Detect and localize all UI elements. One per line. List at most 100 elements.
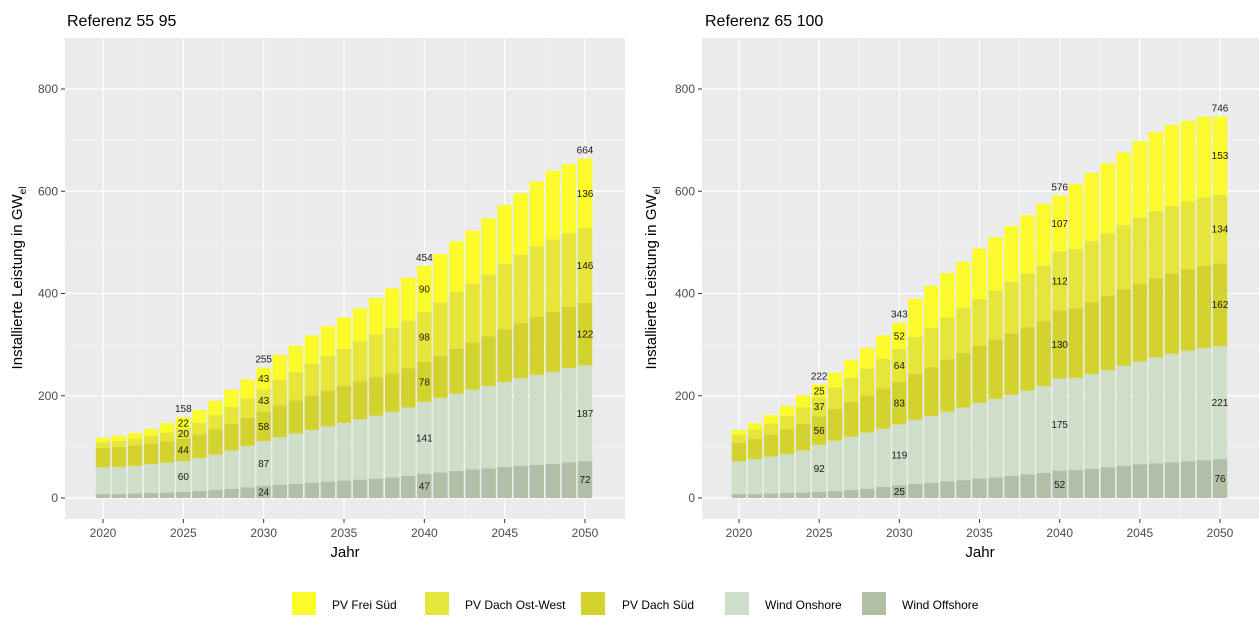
bar-segment — [763, 434, 779, 457]
segment-label: 56 — [814, 426, 826, 437]
segment-label: 92 — [814, 464, 826, 475]
bar-segment — [1084, 240, 1099, 303]
bar-segment — [1084, 302, 1099, 375]
total-label: 222 — [811, 372, 828, 383]
bar-segment — [827, 490, 843, 498]
bar-segment — [779, 454, 795, 493]
bar-segment — [336, 317, 352, 349]
segment-label: 83 — [894, 399, 906, 410]
bar-segment — [561, 306, 577, 369]
bar-segment — [1212, 263, 1228, 347]
bar-segment — [545, 371, 561, 464]
bar-segment — [481, 336, 496, 387]
bar-segment — [160, 422, 175, 433]
bar-segment — [513, 378, 528, 466]
segment-label: 146 — [577, 261, 594, 272]
bar-segment — [844, 401, 859, 437]
bar-segment — [1052, 195, 1067, 252]
bar-segment — [497, 329, 512, 382]
bar-segment — [401, 476, 416, 498]
bar-segment — [143, 443, 159, 465]
bar-segment — [1180, 120, 1196, 202]
segment-label: 162 — [1212, 300, 1229, 311]
bar-segment — [972, 299, 987, 346]
data-labels: 92 56 37 25 222 25 119 83 64 52 343 52 175 130 112 107 5… — [811, 104, 1229, 499]
segment-label: 153 — [1212, 151, 1229, 162]
bar-segment — [1116, 224, 1132, 290]
bar-segment — [1196, 116, 1212, 198]
total-label: 664 — [577, 146, 594, 157]
bar-segment — [956, 261, 971, 309]
bar-segment — [876, 428, 891, 487]
bar-segment — [384, 327, 400, 374]
bar-segment — [545, 239, 561, 312]
bar-segment — [860, 395, 875, 433]
bar-segment — [176, 491, 191, 498]
bar-segment — [1148, 278, 1164, 358]
bar-segment — [1132, 361, 1148, 465]
bar-segment — [368, 334, 384, 378]
bar-segment — [811, 444, 827, 492]
bar-segment — [1180, 269, 1196, 351]
legend-label-wind-onshore: Wind Onshore — [765, 598, 842, 612]
bar-segment — [892, 485, 907, 498]
bar-segment — [1196, 197, 1212, 266]
bar-segment — [513, 323, 528, 379]
bar-segment — [779, 492, 795, 498]
bar-segment — [988, 290, 1003, 340]
bar-segment — [176, 438, 191, 462]
bar-segment — [449, 470, 464, 498]
bar-segment — [779, 429, 795, 455]
bar-segment — [481, 218, 496, 275]
bar-segment — [320, 326, 336, 356]
bar-segment — [368, 415, 384, 479]
x-tick-label: 2035 — [966, 526, 993, 540]
segment-label: 76 — [1214, 474, 1226, 485]
bar-segment — [731, 430, 747, 435]
bar-segment — [336, 480, 352, 498]
bar-segment — [1036, 472, 1051, 498]
bar-segment — [160, 492, 175, 498]
bar-segment — [401, 407, 416, 477]
bar-segment — [1164, 353, 1180, 463]
bar-segment — [529, 464, 545, 498]
bar-segment — [779, 415, 795, 430]
bar-segment — [795, 407, 811, 424]
bar-segment — [127, 445, 143, 466]
x-tick-label: 2025 — [806, 526, 833, 540]
bar-segment — [908, 336, 923, 374]
bar-segment — [433, 302, 448, 356]
y-axis-label-main: Installierte Leistung in GW — [9, 194, 26, 370]
total-label: 343 — [891, 310, 908, 321]
bar-segment — [417, 473, 432, 498]
x-tick-label: 2020 — [726, 526, 753, 540]
bar-segment — [224, 389, 239, 407]
y-axis-label-sub: el — [18, 187, 29, 195]
bar-segment — [417, 362, 432, 402]
bar-segment — [111, 466, 127, 494]
bar-segment — [876, 335, 891, 359]
bar-segment — [1196, 265, 1212, 349]
y-tick-label: 200 — [38, 389, 58, 403]
bar-segment — [481, 386, 496, 469]
bar-segment — [561, 164, 577, 234]
bar-segment — [449, 393, 464, 471]
y-tick-label: 800 — [675, 82, 695, 96]
bar-segment — [240, 398, 255, 418]
segment-label: 20 — [178, 429, 190, 440]
bar-segment — [176, 461, 191, 492]
bar-segment — [176, 428, 191, 439]
bar-segment — [1196, 348, 1212, 461]
bar-segment — [465, 389, 480, 470]
bar-segment — [1100, 233, 1115, 297]
bar-segment — [529, 246, 545, 318]
bar-segment — [1148, 211, 1164, 279]
bar-segment — [1132, 464, 1148, 498]
bar-segment — [1148, 463, 1164, 498]
x-tick-label: 2050 — [572, 526, 599, 540]
bar-segment — [827, 440, 843, 491]
bar-segment — [208, 489, 223, 498]
bar-segment — [449, 241, 464, 292]
bar-segment — [1164, 206, 1180, 274]
legend-key-pv-frei-sued — [292, 592, 316, 615]
